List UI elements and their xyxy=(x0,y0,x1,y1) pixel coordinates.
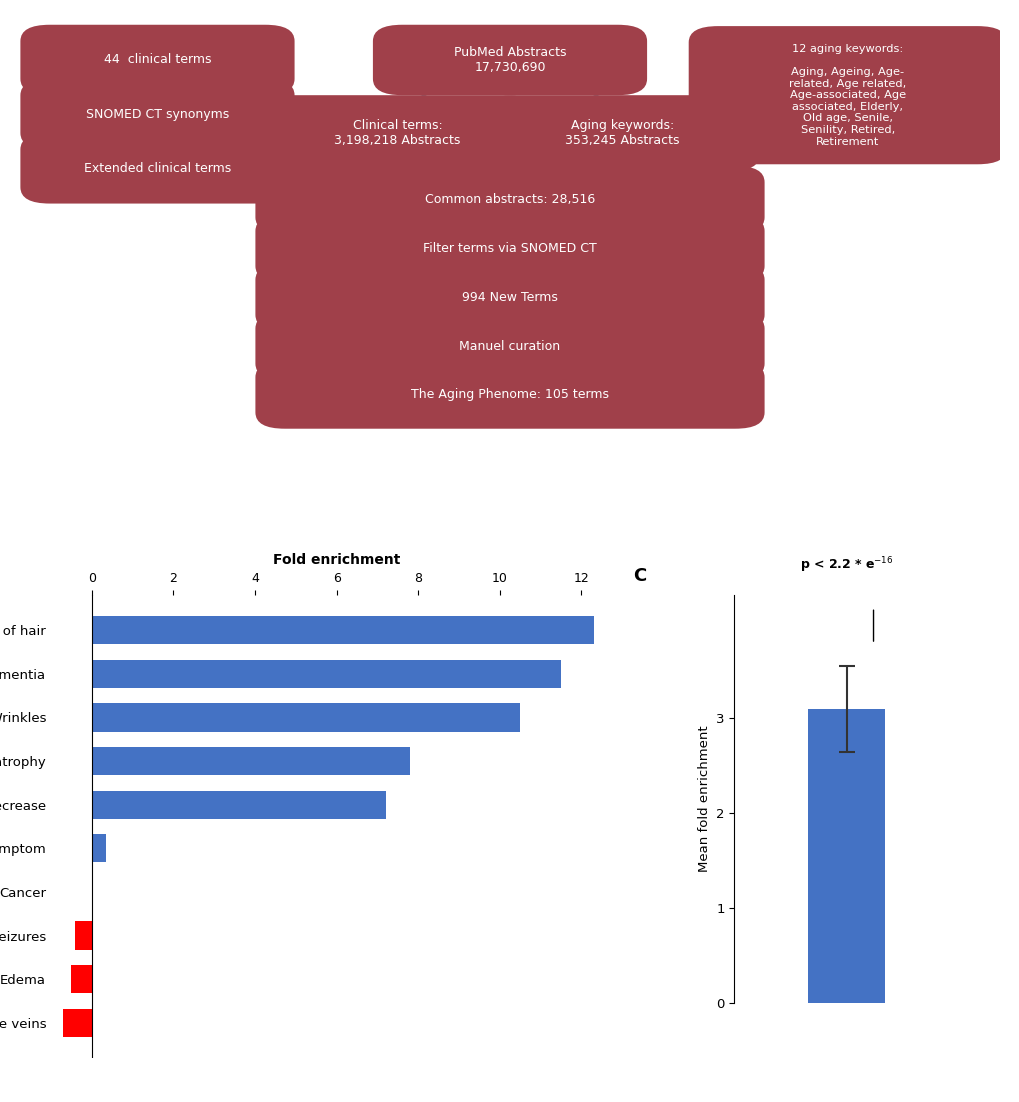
Bar xyxy=(92,747,410,776)
Text: 44  clinical terms: 44 clinical terms xyxy=(104,54,211,66)
FancyBboxPatch shape xyxy=(688,26,1006,164)
Bar xyxy=(71,965,92,993)
FancyBboxPatch shape xyxy=(255,166,764,234)
Y-axis label: Mean fold enrichment: Mean fold enrichment xyxy=(697,725,710,873)
Text: C: C xyxy=(633,566,646,584)
FancyBboxPatch shape xyxy=(255,215,764,282)
FancyBboxPatch shape xyxy=(485,95,759,171)
FancyBboxPatch shape xyxy=(20,133,294,204)
FancyBboxPatch shape xyxy=(20,24,294,95)
Text: p < 2.2 * e$^{-16}$: p < 2.2 * e$^{-16}$ xyxy=(799,555,893,575)
Bar xyxy=(75,921,92,950)
Text: 12 aging keywords:

Aging, Ageing, Age-
related, Age related,
Age-associated, Ag: 12 aging keywords: Aging, Ageing, Age- r… xyxy=(789,44,906,147)
Text: 994 New Terms: 994 New Terms xyxy=(462,291,557,304)
Bar xyxy=(92,660,560,688)
Bar xyxy=(807,709,884,1003)
Text: Extended clinical terms: Extended clinical terms xyxy=(84,162,231,175)
Bar xyxy=(63,1008,92,1037)
Text: Aging keywords:
353,245 Abstracts: Aging keywords: 353,245 Abstracts xyxy=(565,119,680,148)
Text: PubMed Abstracts
17,730,690: PubMed Abstracts 17,730,690 xyxy=(453,46,566,74)
Text: The Aging Phenome: 105 terms: The Aging Phenome: 105 terms xyxy=(411,388,608,401)
Text: Clinical terms:
3,198,218 Abstracts: Clinical terms: 3,198,218 Abstracts xyxy=(334,119,461,148)
Text: A: A xyxy=(31,28,44,45)
Bar xyxy=(92,834,106,863)
FancyBboxPatch shape xyxy=(20,79,294,150)
Bar xyxy=(92,703,520,732)
FancyBboxPatch shape xyxy=(255,361,764,429)
Text: SNOMED CT synonyms: SNOMED CT synonyms xyxy=(86,108,229,120)
Text: Filter terms via SNOMED CT: Filter terms via SNOMED CT xyxy=(423,242,596,255)
FancyBboxPatch shape xyxy=(255,312,764,380)
Text: Common abstracts: 28,516: Common abstracts: 28,516 xyxy=(425,193,594,206)
FancyBboxPatch shape xyxy=(255,263,764,332)
Text: Manuel curation: Manuel curation xyxy=(459,339,560,353)
FancyBboxPatch shape xyxy=(260,95,534,171)
FancyBboxPatch shape xyxy=(373,24,646,95)
Title: Fold enrichment: Fold enrichment xyxy=(273,553,399,568)
Bar xyxy=(92,616,593,645)
Bar xyxy=(92,790,385,819)
